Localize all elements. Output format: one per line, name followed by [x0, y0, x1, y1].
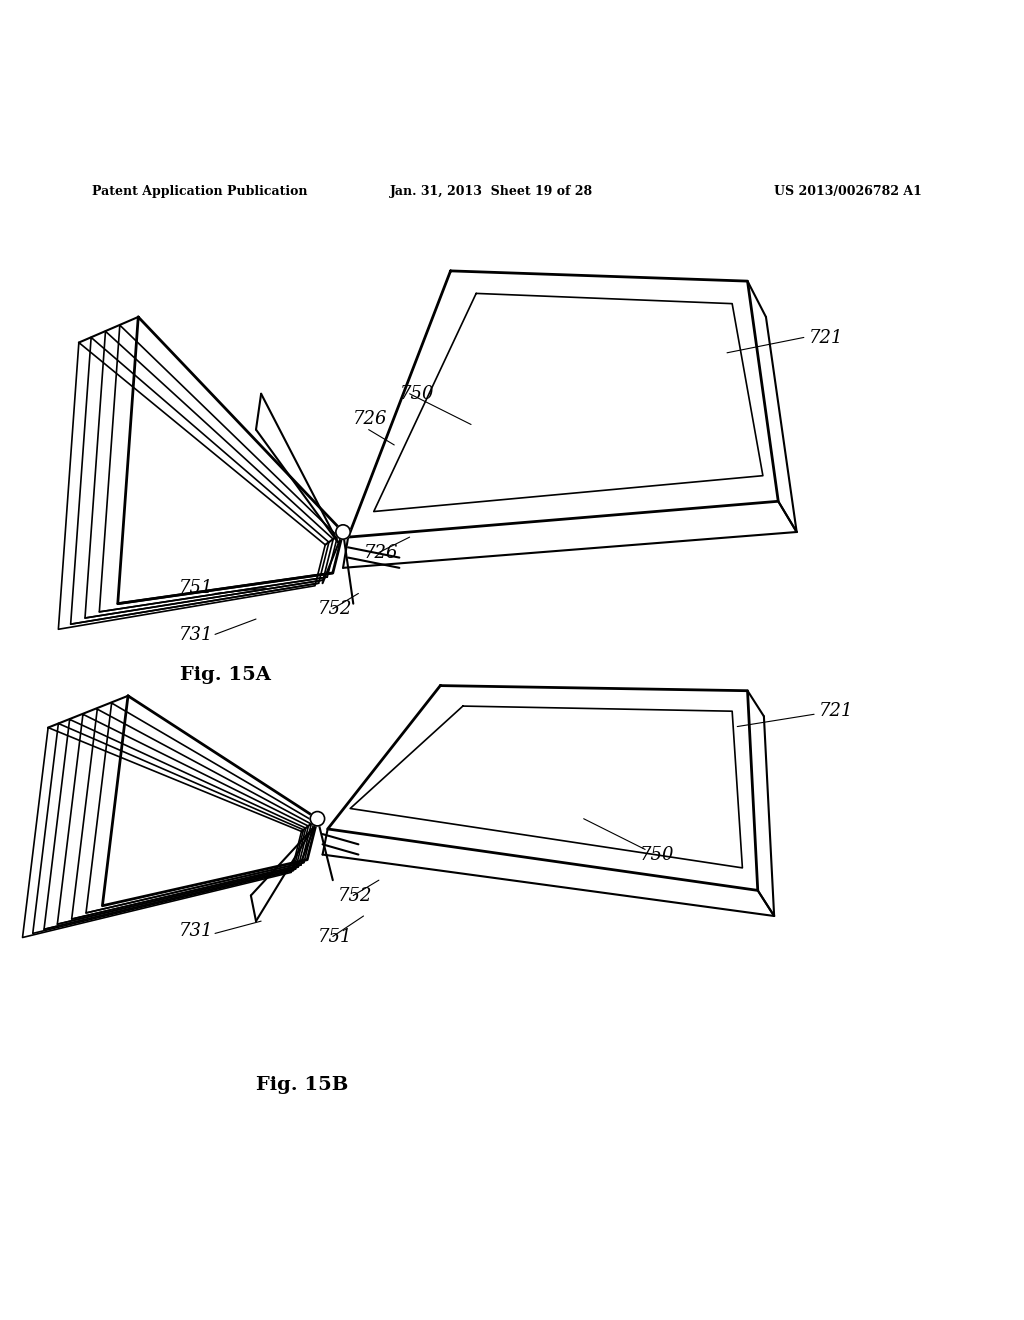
- Text: Fig. 15A: Fig. 15A: [180, 667, 270, 684]
- Text: 750: 750: [399, 385, 434, 403]
- Text: 726: 726: [353, 411, 388, 429]
- Text: 751: 751: [317, 928, 352, 945]
- Text: 721: 721: [809, 329, 844, 347]
- Text: 751: 751: [179, 579, 214, 598]
- Text: 731: 731: [179, 923, 214, 940]
- Text: 752: 752: [338, 887, 373, 904]
- Text: 721: 721: [819, 702, 854, 721]
- Text: 731: 731: [179, 626, 214, 644]
- Text: Fig. 15B: Fig. 15B: [256, 1076, 348, 1094]
- Text: Patent Application Publication: Patent Application Publication: [92, 185, 307, 198]
- Text: Jan. 31, 2013  Sheet 19 of 28: Jan. 31, 2013 Sheet 19 of 28: [390, 185, 593, 198]
- Circle shape: [336, 525, 350, 539]
- Text: 752: 752: [317, 599, 352, 618]
- Text: 726: 726: [364, 544, 398, 561]
- Text: US 2013/0026782 A1: US 2013/0026782 A1: [774, 185, 922, 198]
- Circle shape: [310, 812, 325, 826]
- Text: 750: 750: [640, 846, 675, 863]
